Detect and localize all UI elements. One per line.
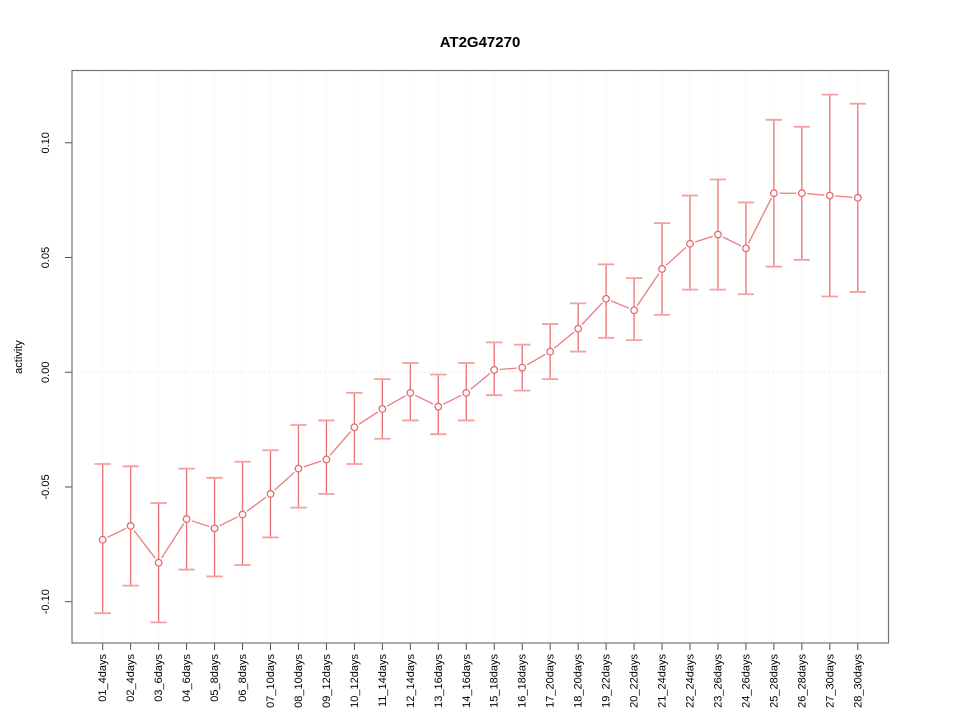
x-tick-label: 18_20days: [573, 654, 585, 708]
plot-area: -0.10 -0.05 0.00 0.05 0.10 01_4days 02_4days 03…: [40, 69, 890, 708]
series-connector: [554, 331, 575, 349]
data-point: [658, 265, 666, 273]
series-connector: [636, 273, 660, 307]
x-tick-label: 22_24days: [685, 654, 697, 708]
x-tick-label: 28_30days: [852, 654, 864, 708]
series-connector: [835, 195, 853, 199]
x-tick-label: 04_6days: [181, 654, 193, 702]
series-connector: [747, 197, 772, 244]
y-tick-label: 0.10: [40, 132, 52, 153]
data-point: [602, 294, 611, 303]
series-connector: [610, 300, 630, 309]
data-point: [154, 558, 163, 567]
data-point: [98, 535, 107, 544]
data-point: [322, 455, 331, 464]
y-tick-label: -0.05: [40, 474, 52, 499]
x-tick-label: 03_6days: [153, 654, 165, 702]
data-point: [574, 324, 583, 333]
x-tick-label: 10_12days: [349, 654, 361, 708]
series-connector: [807, 193, 825, 196]
series-connector: [499, 367, 517, 371]
x-tick-label: 14_16days: [461, 654, 473, 708]
x-tick-label: 08_10days: [293, 654, 305, 708]
data-point: [714, 230, 722, 239]
x-tick-label: 23_26days: [712, 654, 724, 708]
y-tick-label: 0.05: [40, 247, 52, 268]
data-point: [126, 522, 135, 530]
series-connector: [722, 236, 742, 247]
series-connector: [246, 496, 267, 512]
series-connector: [695, 235, 713, 243]
data-point: [741, 244, 750, 253]
y-axis-label: activity: [13, 340, 25, 374]
y-tick-label: 0.00: [40, 362, 52, 383]
series-connector: [274, 471, 295, 491]
x-tick-label: 16_18days: [517, 654, 529, 708]
plot-box: [71, 69, 890, 644]
x-tick-label: 21_24days: [657, 654, 669, 708]
x-tick-label: 02_4days: [125, 654, 137, 702]
series-connector: [303, 460, 322, 468]
series-connector: [470, 372, 491, 390]
x-tick-label: 13_16days: [433, 654, 445, 708]
series-connector: [133, 529, 156, 559]
data-point: [630, 306, 639, 315]
series-connector: [665, 246, 687, 266]
x-tick-label: 24_26days: [740, 654, 752, 708]
series-connector: [414, 394, 434, 405]
data-point: [686, 239, 694, 248]
data-point: [350, 423, 359, 432]
data-point: [406, 388, 415, 397]
data-point: [546, 347, 555, 356]
series-connector: [329, 431, 352, 456]
x-tick-label: 20_22days: [629, 654, 641, 708]
x-tick-label: 06_8days: [237, 654, 249, 702]
series-connector: [442, 394, 462, 405]
chart-title: AT2G47270: [440, 34, 521, 51]
data-point: [294, 464, 303, 473]
x-tick-label: 11_14days: [377, 654, 389, 708]
x-tick-label: 05_8days: [209, 654, 221, 702]
series-connector: [107, 527, 127, 538]
x-tick-label: 25_28days: [768, 654, 780, 708]
series-connector: [191, 520, 210, 528]
data-point: [490, 365, 499, 374]
data-point: [210, 524, 219, 533]
x-tick-label: 15_18days: [489, 654, 501, 708]
x-tick-label: 01_4days: [97, 654, 109, 702]
data-point: [797, 189, 806, 198]
series-connector: [581, 302, 603, 326]
y-tick-label: -0.10: [40, 589, 52, 614]
data-point: [518, 363, 527, 372]
x-tick-label: 26_28days: [796, 654, 808, 708]
series-connector: [219, 516, 238, 527]
data-point: [238, 510, 247, 519]
data-point: [853, 193, 862, 202]
data-point: [462, 388, 471, 397]
x-tick-label: 27_30days: [824, 654, 836, 708]
x-tick-label: 09_12days: [321, 654, 333, 708]
data-point: [434, 402, 443, 411]
data-point: [825, 191, 834, 200]
data-point: [182, 515, 191, 524]
x-tick-label: 12_14days: [405, 654, 417, 708]
series-connector: [526, 353, 546, 366]
x-tick-label: 19_22days: [601, 654, 613, 708]
x-tick-label: 07_10days: [265, 654, 277, 708]
x-tick-label: 17_20days: [545, 654, 557, 708]
data-point: [378, 405, 387, 413]
series-connector: [161, 523, 185, 559]
series-connector: [358, 411, 379, 425]
data-point: [266, 489, 275, 498]
data-point: [769, 189, 778, 198]
series-connector: [386, 395, 406, 407]
